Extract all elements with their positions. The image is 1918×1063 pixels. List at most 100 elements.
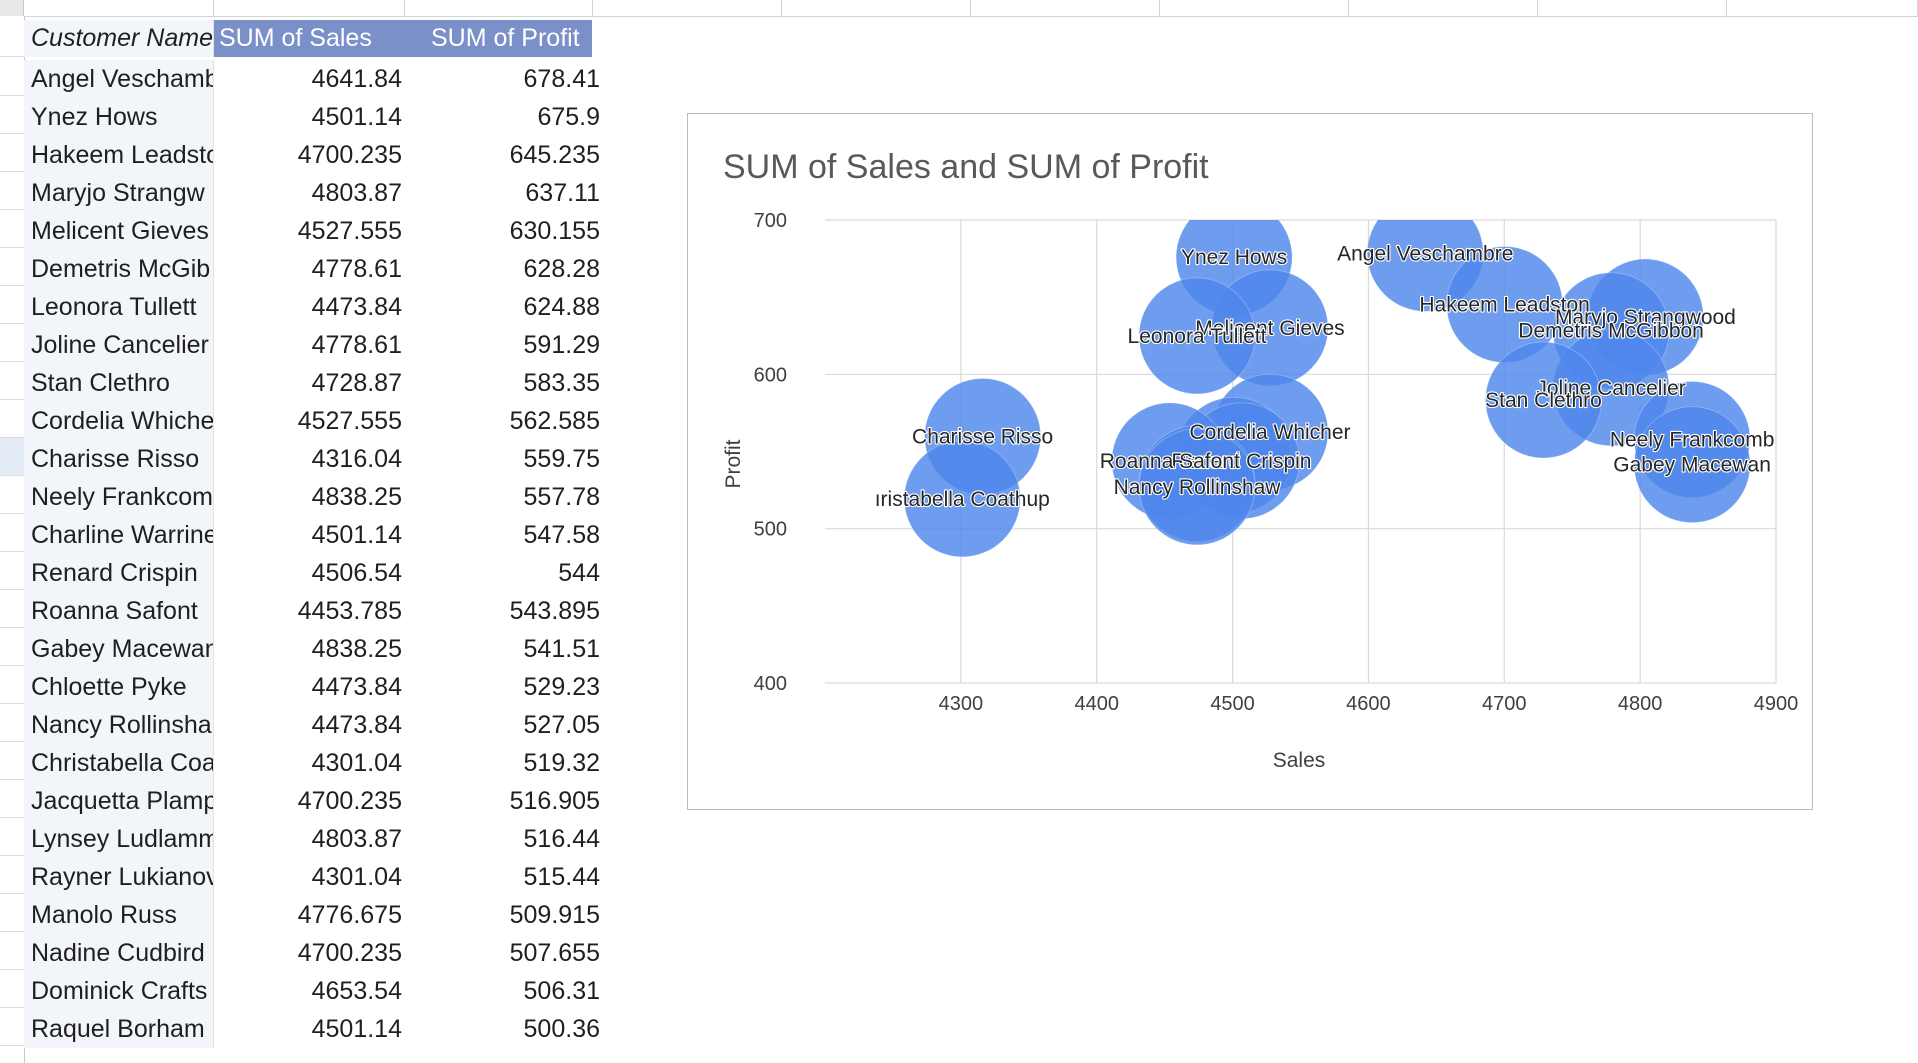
cell-sum-of-sales[interactable]: 4803.87 xyxy=(311,179,402,207)
cell-customer-name[interactable]: Renard Crispin xyxy=(24,554,214,592)
bubble-chart[interactable]: SUM of Sales and SUM of Profit 400 500 600… xyxy=(687,113,1813,810)
header-sum-of-sales[interactable]: SUM of Sales xyxy=(219,24,372,52)
cell-customer-name[interactable]: Leonora Tullett xyxy=(24,288,214,326)
cell-sum-of-profit[interactable]: 630.155 xyxy=(509,217,600,245)
cell-customer-name[interactable]: Nadine Cudbird xyxy=(24,934,214,972)
row-header[interactable] xyxy=(0,210,24,248)
column-header-g[interactable] xyxy=(1160,0,1349,16)
cell-sum-of-profit[interactable]: 509.915 xyxy=(509,901,600,929)
cell-customer-name[interactable]: Joline Cancelier xyxy=(24,326,214,364)
cell-sum-of-sales[interactable]: 4301.04 xyxy=(311,749,402,777)
row-header[interactable] xyxy=(0,400,24,438)
column-header-e[interactable] xyxy=(782,0,971,16)
cell-sum-of-sales[interactable]: 4506.54 xyxy=(311,559,402,587)
cell-sum-of-sales[interactable]: 4527.555 xyxy=(297,217,402,245)
cell-sum-of-profit[interactable]: 645.235 xyxy=(509,141,600,169)
row-header[interactable] xyxy=(0,628,24,666)
cell-customer-name[interactable]: Gabey Macewan xyxy=(24,630,214,668)
cell-sum-of-sales[interactable]: 4776.675 xyxy=(297,901,402,929)
cell-sum-of-profit[interactable]: 557.78 xyxy=(523,483,600,511)
cell-sum-of-sales[interactable]: 4501.14 xyxy=(311,1015,402,1043)
column-header-b[interactable] xyxy=(214,0,405,16)
row-header[interactable] xyxy=(0,20,24,57)
cell-sum-of-sales[interactable]: 4473.84 xyxy=(311,673,402,701)
cell-sum-of-profit[interactable]: 515.44 xyxy=(523,863,600,891)
cell-customer-name[interactable]: Rayner Lukianov xyxy=(24,858,214,896)
row-header[interactable] xyxy=(0,742,24,780)
cell-sum-of-sales[interactable]: 4527.555 xyxy=(297,407,402,435)
row-header[interactable] xyxy=(0,134,24,172)
column-header-i[interactable] xyxy=(1538,0,1727,16)
cell-customer-name[interactable]: Roanna Safont xyxy=(24,592,214,630)
row-header[interactable] xyxy=(0,552,24,590)
cell-sum-of-profit[interactable]: 500.36 xyxy=(523,1015,600,1043)
row-header[interactable] xyxy=(0,590,24,628)
row-header[interactable] xyxy=(0,438,24,476)
cell-sum-of-sales[interactable]: 4641.84 xyxy=(311,65,402,93)
cell-sum-of-profit[interactable]: 541.51 xyxy=(523,635,600,663)
cell-customer-name[interactable]: Manolo Russ xyxy=(24,896,214,934)
cell-sum-of-sales[interactable]: 4501.14 xyxy=(311,103,402,131)
cell-customer-name[interactable]: Charisse Risso xyxy=(24,440,214,478)
row-header[interactable] xyxy=(0,286,24,324)
cell-sum-of-sales[interactable]: 4473.84 xyxy=(311,293,402,321)
cell-sum-of-profit[interactable]: 516.44 xyxy=(523,825,600,853)
cell-sum-of-sales[interactable]: 4700.235 xyxy=(297,787,402,815)
row-header[interactable] xyxy=(0,894,24,932)
cell-sum-of-sales[interactable]: 4473.84 xyxy=(311,711,402,739)
cell-sum-of-sales[interactable]: 4728.87 xyxy=(311,369,402,397)
header-customer-name[interactable]: Customer Name xyxy=(24,20,214,57)
cell-sum-of-profit[interactable]: 507.655 xyxy=(509,939,600,967)
cell-customer-name[interactable]: Lynsey Ludlamm xyxy=(24,820,214,858)
row-header[interactable] xyxy=(0,248,24,286)
row-header[interactable] xyxy=(0,666,24,704)
cell-sum-of-profit[interactable]: 628.28 xyxy=(523,255,600,283)
cell-customer-name[interactable]: Demetris McGib xyxy=(24,250,214,288)
select-all-corner[interactable] xyxy=(0,0,24,16)
cell-sum-of-sales[interactable]: 4316.04 xyxy=(311,445,402,473)
cell-sum-of-sales[interactable]: 4501.14 xyxy=(311,521,402,549)
row-header[interactable] xyxy=(0,818,24,856)
cell-sum-of-profit[interactable]: 637.11 xyxy=(525,179,600,207)
cell-sum-of-sales[interactable]: 4838.25 xyxy=(311,483,402,511)
cell-customer-name[interactable]: Christabella Coa xyxy=(24,744,214,782)
cell-sum-of-profit[interactable]: 583.35 xyxy=(523,369,600,397)
cell-sum-of-sales[interactable]: 4653.54 xyxy=(311,977,402,1005)
header-sum-of-profit[interactable]: SUM of Profit xyxy=(431,24,580,52)
cell-sum-of-profit[interactable]: 516.905 xyxy=(509,787,600,815)
cell-sum-of-profit[interactable]: 675.9 xyxy=(537,103,600,131)
cell-sum-of-profit[interactable]: 529.23 xyxy=(523,673,600,701)
cell-sum-of-profit[interactable]: 519.32 xyxy=(523,749,600,777)
column-header-a[interactable] xyxy=(24,0,214,16)
column-header-h[interactable] xyxy=(1349,0,1538,16)
row-header[interactable] xyxy=(0,704,24,742)
row-header[interactable] xyxy=(0,970,24,1008)
cell-customer-name[interactable]: Dominick Crafts xyxy=(24,972,214,1010)
cell-customer-name[interactable]: Cordelia Whiche xyxy=(24,402,214,440)
cell-customer-name[interactable]: Raquel Borham xyxy=(24,1010,214,1048)
row-header[interactable] xyxy=(0,1008,24,1046)
cell-sum-of-sales[interactable]: 4778.61 xyxy=(311,255,402,283)
cell-sum-of-sales[interactable]: 4301.04 xyxy=(311,863,402,891)
column-header-j[interactable] xyxy=(1727,0,1918,16)
cell-sum-of-sales[interactable]: 4700.235 xyxy=(297,141,402,169)
cell-sum-of-profit[interactable]: 506.31 xyxy=(523,977,600,1005)
cell-customer-name[interactable]: Stan Clethro xyxy=(24,364,214,402)
cell-sum-of-profit[interactable]: 624.88 xyxy=(523,293,600,321)
cell-sum-of-profit[interactable]: 527.05 xyxy=(523,711,600,739)
cell-sum-of-sales[interactable]: 4778.61 xyxy=(311,331,402,359)
row-header[interactable] xyxy=(0,172,24,210)
cell-customer-name[interactable]: Charline Warrine xyxy=(24,516,214,554)
cell-sum-of-profit[interactable]: 547.58 xyxy=(523,521,600,549)
cell-customer-name[interactable]: Neely Frankcoml xyxy=(24,478,214,516)
row-header[interactable] xyxy=(0,514,24,552)
cell-customer-name[interactable]: Chloette Pyke xyxy=(24,668,214,706)
row-header[interactable] xyxy=(0,324,24,362)
column-header-d[interactable] xyxy=(593,0,782,16)
row-header[interactable] xyxy=(0,780,24,818)
cell-sum-of-profit[interactable]: 543.895 xyxy=(509,597,600,625)
column-header-f[interactable] xyxy=(971,0,1160,16)
cell-customer-name[interactable]: Ynez Hows xyxy=(24,98,214,136)
cell-customer-name[interactable]: Melicent Gieves xyxy=(24,212,214,250)
cell-customer-name[interactable]: Angel Veschamb xyxy=(24,60,214,98)
